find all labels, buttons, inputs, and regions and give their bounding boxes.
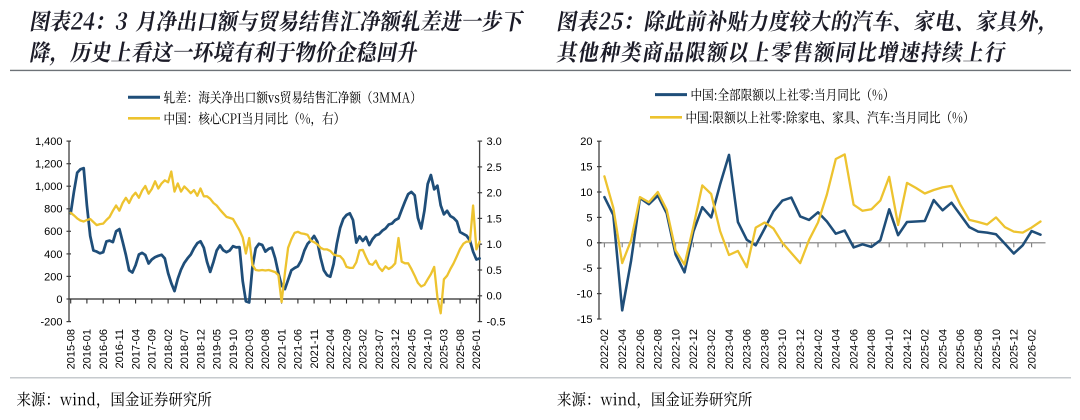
svg-text:2023-04: 2023-04 bbox=[724, 329, 736, 369]
svg-text:2017-04: 2017-04 bbox=[130, 329, 142, 369]
svg-text:15: 15 bbox=[580, 162, 592, 174]
svg-text:2024-02: 2024-02 bbox=[813, 329, 825, 369]
svg-text:2024-10: 2024-10 bbox=[422, 329, 434, 369]
svg-text:2019-05: 2019-05 bbox=[212, 329, 224, 369]
svg-text:2026-02: 2026-02 bbox=[1026, 329, 1038, 369]
svg-text:2025-06: 2025-06 bbox=[955, 329, 967, 369]
svg-text:2020-08: 2020-08 bbox=[260, 329, 272, 369]
svg-text:2022-02: 2022-02 bbox=[599, 329, 611, 369]
svg-text:2016-11: 2016-11 bbox=[114, 329, 126, 369]
svg-text:2025-10: 2025-10 bbox=[991, 329, 1003, 369]
svg-text:2025-12: 2025-12 bbox=[1009, 329, 1021, 369]
svg-text:600: 600 bbox=[44, 226, 62, 238]
svg-text:2022-09: 2022-09 bbox=[341, 329, 353, 369]
svg-text:2026-01: 2026-01 bbox=[471, 329, 483, 369]
svg-text:2024-08: 2024-08 bbox=[866, 329, 878, 369]
svg-text:2023-12: 2023-12 bbox=[795, 329, 807, 369]
svg-text:3.0: 3.0 bbox=[487, 136, 502, 148]
svg-text:200: 200 bbox=[44, 271, 62, 283]
svg-text:0.0: 0.0 bbox=[487, 291, 502, 303]
svg-text:2022-04: 2022-04 bbox=[617, 329, 629, 369]
svg-text:2016-01: 2016-01 bbox=[82, 329, 94, 369]
svg-text:2023-02: 2023-02 bbox=[706, 329, 718, 369]
svg-text:2017-09: 2017-09 bbox=[147, 329, 159, 369]
svg-text:2016-06: 2016-06 bbox=[98, 329, 110, 369]
svg-text:2.0: 2.0 bbox=[487, 188, 502, 200]
svg-text:1,200: 1,200 bbox=[35, 159, 63, 171]
svg-text:400: 400 bbox=[44, 249, 62, 261]
svg-text:0.5: 0.5 bbox=[487, 265, 502, 277]
svg-text:2024-06: 2024-06 bbox=[848, 329, 860, 369]
svg-text:2024-10: 2024-10 bbox=[884, 329, 896, 369]
svg-text:2022-06: 2022-06 bbox=[635, 329, 647, 369]
svg-text:2021-06: 2021-06 bbox=[293, 329, 305, 369]
svg-text:2.5: 2.5 bbox=[487, 162, 502, 174]
svg-text:2023-07: 2023-07 bbox=[374, 329, 386, 369]
svg-text:-200: -200 bbox=[40, 316, 62, 328]
svg-text:2022-08: 2022-08 bbox=[653, 329, 665, 369]
svg-text:2025-08: 2025-08 bbox=[455, 329, 467, 369]
svg-text:2023-08: 2023-08 bbox=[759, 329, 771, 369]
svg-text:-10: -10 bbox=[577, 289, 593, 301]
svg-text:1.5: 1.5 bbox=[487, 213, 502, 225]
svg-text:20: 20 bbox=[580, 136, 592, 148]
svg-text:2018-02: 2018-02 bbox=[163, 329, 175, 369]
svg-text:2023-02: 2023-02 bbox=[358, 329, 370, 369]
svg-text:2024-05: 2024-05 bbox=[406, 329, 418, 369]
svg-text:0: 0 bbox=[56, 294, 62, 306]
svg-text:2024-04: 2024-04 bbox=[831, 329, 843, 369]
svg-text:2022-04: 2022-04 bbox=[325, 329, 337, 369]
svg-text:2021-01: 2021-01 bbox=[276, 329, 288, 369]
svg-text:2023-06: 2023-06 bbox=[742, 329, 754, 369]
svg-text:0: 0 bbox=[586, 238, 592, 250]
svg-text:2022-12: 2022-12 bbox=[688, 329, 700, 369]
svg-text:2018-07: 2018-07 bbox=[179, 329, 191, 369]
svg-text:2025-04: 2025-04 bbox=[937, 329, 949, 369]
svg-text:2025-08: 2025-08 bbox=[973, 329, 985, 369]
svg-text:2020-03: 2020-03 bbox=[244, 329, 256, 369]
svg-text:-5: -5 bbox=[583, 263, 593, 275]
svg-text:800: 800 bbox=[44, 204, 62, 216]
svg-text:-0.5: -0.5 bbox=[487, 316, 506, 328]
svg-text:2023-10: 2023-10 bbox=[777, 329, 789, 369]
svg-text:1,000: 1,000 bbox=[35, 181, 63, 193]
svg-text:2018-12: 2018-12 bbox=[195, 329, 207, 369]
svg-text:2025-03: 2025-03 bbox=[439, 329, 451, 369]
svg-text:2015-08: 2015-08 bbox=[66, 329, 78, 369]
svg-text:2025-02: 2025-02 bbox=[920, 329, 932, 369]
svg-text:1,400: 1,400 bbox=[35, 136, 63, 148]
svg-text:1.0: 1.0 bbox=[487, 239, 502, 251]
svg-text:5: 5 bbox=[586, 212, 592, 224]
svg-text:10: 10 bbox=[580, 187, 592, 199]
svg-text:2023-12: 2023-12 bbox=[390, 329, 402, 369]
svg-text:2024-12: 2024-12 bbox=[902, 329, 914, 369]
svg-text:2019-10: 2019-10 bbox=[228, 329, 240, 369]
svg-text:2022-10: 2022-10 bbox=[670, 329, 682, 369]
svg-text:-15: -15 bbox=[577, 314, 593, 326]
svg-text:2021-11: 2021-11 bbox=[309, 329, 321, 369]
